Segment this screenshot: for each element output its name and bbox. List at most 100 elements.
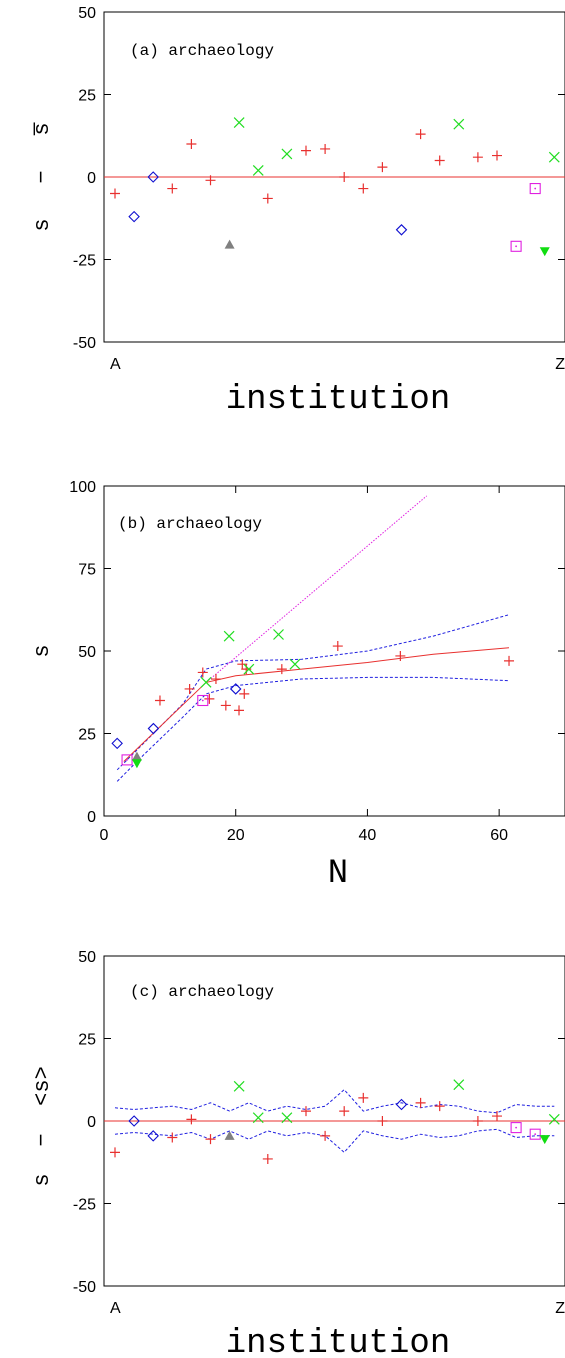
data-point-triangle-up [131, 751, 142, 761]
data-point-diamond [395, 224, 408, 236]
overlays [104, 1088, 565, 1154]
data-point-cross [281, 148, 293, 160]
marks [110, 117, 560, 257]
y-tick-label: -25 [73, 253, 96, 270]
data-point-cross [200, 676, 212, 688]
x-axis-title: institution [226, 1325, 450, 1358]
extrapolation-line [205, 495, 428, 683]
x-tick-label: 60 [490, 827, 508, 844]
data-point-square-dot [529, 183, 541, 195]
y-tick-label: -50 [73, 1279, 96, 1296]
data-point-triangle-down [131, 759, 142, 769]
data-point-square-dot [510, 1122, 522, 1134]
data-point-plus [415, 1097, 426, 1108]
data-point-diamond [147, 171, 159, 183]
panel-a: (a) archaeology institution s − s̅ -50 -2… [30, 5, 565, 419]
confidence-band-lower [116, 676, 510, 782]
y-tick-label: 50 [78, 644, 96, 661]
data-point-plus [395, 650, 406, 661]
y-axis-title: s − <s> [30, 1066, 55, 1186]
data-point-diamond [147, 1130, 159, 1142]
y-axis-title: s − s̅ [30, 122, 55, 232]
data-point-square-dot [121, 754, 133, 766]
y-tick-label: 0 [87, 170, 96, 187]
data-point-plus [205, 1134, 216, 1145]
y-tick-label: -50 [73, 335, 96, 352]
panel-label: (a) archaeology [130, 42, 274, 60]
data-point-cross [548, 1113, 560, 1125]
data-point-square-dot [529, 1128, 541, 1140]
data-point-plus [186, 1114, 197, 1125]
x-tick-label: 0 [100, 827, 109, 844]
data-point-plus [205, 175, 216, 186]
x-tick-label: A [110, 1300, 121, 1317]
data-point-cross [453, 1079, 465, 1091]
data-point-triangle-down [539, 247, 550, 257]
data-point-plus [339, 172, 350, 182]
data-point-square-dot-dot [126, 759, 128, 761]
data-point-cross [243, 663, 255, 675]
y-axis-title-mean: <s> [30, 1066, 55, 1106]
data-point-cross [233, 1080, 245, 1092]
data-point-plus [220, 700, 231, 711]
ticks: 0 25 50 75 100 0 20 40 60 [69, 479, 565, 844]
y-tick-label: 75 [78, 562, 96, 579]
data-point-cross [289, 658, 301, 670]
data-point-plus [504, 655, 515, 666]
data-point-square-dot-dot [515, 1126, 517, 1129]
marks [110, 1079, 560, 1164]
data-point-diamond [128, 1115, 140, 1127]
data-point-cross [548, 151, 560, 163]
x-tick-label: Z [555, 356, 565, 373]
data-point-plus [234, 705, 245, 716]
data-point-plus [434, 1101, 445, 1112]
data-point-plus [492, 1111, 502, 1122]
panel-b: (b) archaeology N s 0 25 50 75 100 0 20 40 60 [30, 479, 565, 893]
data-point-plus [472, 152, 483, 163]
y-tick-label: 100 [69, 479, 96, 496]
data-point-plus [301, 1106, 311, 1117]
data-point-cross [281, 1112, 293, 1124]
data-point-diamond [395, 1098, 408, 1111]
data-point-triangle-up [224, 1130, 235, 1140]
data-point-plus [167, 183, 178, 194]
y-axis-title-symbol: s [30, 218, 55, 231]
y-tick-label: 25 [78, 88, 96, 105]
data-point-plus [434, 155, 445, 166]
data-point-plus [204, 693, 215, 704]
data-point-plus [262, 193, 273, 204]
data-point-diamond [229, 683, 242, 695]
x-tick-label: 20 [227, 827, 245, 844]
data-point-square-dot-dot [515, 245, 517, 248]
x-tick-label: Z [555, 1300, 565, 1317]
y-tick-label: -25 [73, 1197, 96, 1214]
data-point-plus [110, 188, 120, 199]
marks [111, 629, 515, 769]
data-point-triangle-down [539, 1135, 550, 1145]
data-point-cross [223, 630, 235, 642]
data-point-plus [167, 1132, 178, 1143]
data-point-plus [197, 667, 208, 678]
overlays [116, 495, 510, 782]
data-point-square-dot-dot [534, 1133, 537, 1136]
data-point-plus [154, 695, 165, 706]
y-tick-label: 25 [78, 1032, 96, 1049]
data-point-plus [358, 183, 369, 194]
confidence-band-upper [114, 1088, 555, 1114]
x-axis-title: N [328, 855, 348, 893]
confidence-band-lower [114, 1128, 555, 1154]
data-point-plus [186, 139, 197, 149]
data-point-square-dot-dot [201, 699, 204, 702]
data-point-plus [237, 659, 248, 670]
ticks: -50 -25 0 25 50 A Z [73, 5, 565, 373]
data-point-plus [301, 145, 311, 156]
x-tick-label: A [110, 356, 121, 373]
data-point-plus [276, 664, 287, 675]
data-point-diamond [128, 210, 140, 223]
data-point-plus [239, 688, 250, 699]
y-axis-title: s [30, 644, 55, 657]
data-point-plus [492, 150, 502, 161]
data-point-cross [453, 118, 465, 130]
data-point-diamond [111, 737, 123, 750]
